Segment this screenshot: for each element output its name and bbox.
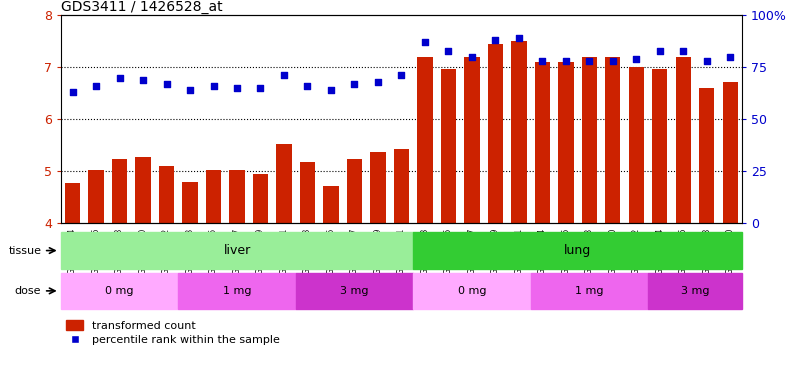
Bar xyxy=(605,57,620,223)
Bar xyxy=(324,187,339,223)
Point xyxy=(230,85,243,91)
Point xyxy=(66,89,79,95)
Bar xyxy=(347,159,362,223)
Text: 3 mg: 3 mg xyxy=(340,286,369,296)
Point xyxy=(536,58,549,64)
Bar xyxy=(206,170,221,223)
Point xyxy=(395,73,408,79)
Text: tissue: tissue xyxy=(8,245,41,256)
Bar xyxy=(676,57,691,223)
Bar xyxy=(253,174,268,223)
Point xyxy=(489,37,502,43)
Bar xyxy=(629,67,644,223)
Bar xyxy=(530,273,648,309)
Bar xyxy=(558,62,573,223)
Point xyxy=(183,87,196,93)
Bar xyxy=(178,273,296,309)
Bar xyxy=(648,273,742,309)
Bar xyxy=(487,44,503,223)
Bar xyxy=(277,144,292,223)
Bar xyxy=(581,57,597,223)
Point xyxy=(254,85,267,91)
Bar xyxy=(88,170,104,223)
Text: GDS3411 / 1426528_at: GDS3411 / 1426528_at xyxy=(61,0,222,14)
Bar xyxy=(61,232,413,269)
Bar xyxy=(699,88,714,223)
Bar xyxy=(652,69,667,223)
Bar xyxy=(182,182,198,223)
Point xyxy=(630,56,643,62)
Bar xyxy=(300,162,315,223)
Point xyxy=(207,83,220,89)
Point xyxy=(113,74,126,81)
Bar xyxy=(441,69,456,223)
Text: 0 mg: 0 mg xyxy=(105,286,134,296)
Bar xyxy=(135,157,151,223)
Point xyxy=(560,58,573,64)
Text: liver: liver xyxy=(223,244,251,257)
Bar xyxy=(511,41,526,223)
Legend: transformed count, percentile rank within the sample: transformed count, percentile rank withi… xyxy=(67,320,280,345)
Point xyxy=(277,73,290,79)
Point xyxy=(324,87,337,93)
Point xyxy=(654,48,667,54)
Point xyxy=(607,58,620,64)
Point xyxy=(418,39,431,45)
Bar xyxy=(230,170,245,223)
Bar xyxy=(371,152,385,223)
Bar xyxy=(723,82,738,223)
Bar xyxy=(413,232,742,269)
Point xyxy=(442,48,455,54)
Bar xyxy=(418,57,432,223)
Point xyxy=(348,81,361,87)
Bar xyxy=(61,273,178,309)
Point xyxy=(724,54,737,60)
Bar xyxy=(413,273,530,309)
Bar xyxy=(112,159,127,223)
Point xyxy=(371,79,384,85)
Text: lung: lung xyxy=(564,244,591,257)
Bar xyxy=(296,273,413,309)
Point xyxy=(466,54,478,60)
Point xyxy=(301,83,314,89)
Bar xyxy=(394,149,409,223)
Point xyxy=(160,81,173,87)
Text: 3 mg: 3 mg xyxy=(680,286,710,296)
Text: dose: dose xyxy=(15,286,41,296)
Point xyxy=(136,76,149,83)
Point xyxy=(89,83,102,89)
Text: 1 mg: 1 mg xyxy=(223,286,251,296)
Text: 0 mg: 0 mg xyxy=(457,286,486,296)
Text: 1 mg: 1 mg xyxy=(575,286,603,296)
Bar xyxy=(159,166,174,223)
Bar xyxy=(464,57,479,223)
Point xyxy=(513,35,526,41)
Bar xyxy=(65,183,80,223)
Bar xyxy=(534,62,550,223)
Point xyxy=(701,58,714,64)
Point xyxy=(677,48,690,54)
Point xyxy=(583,58,596,64)
